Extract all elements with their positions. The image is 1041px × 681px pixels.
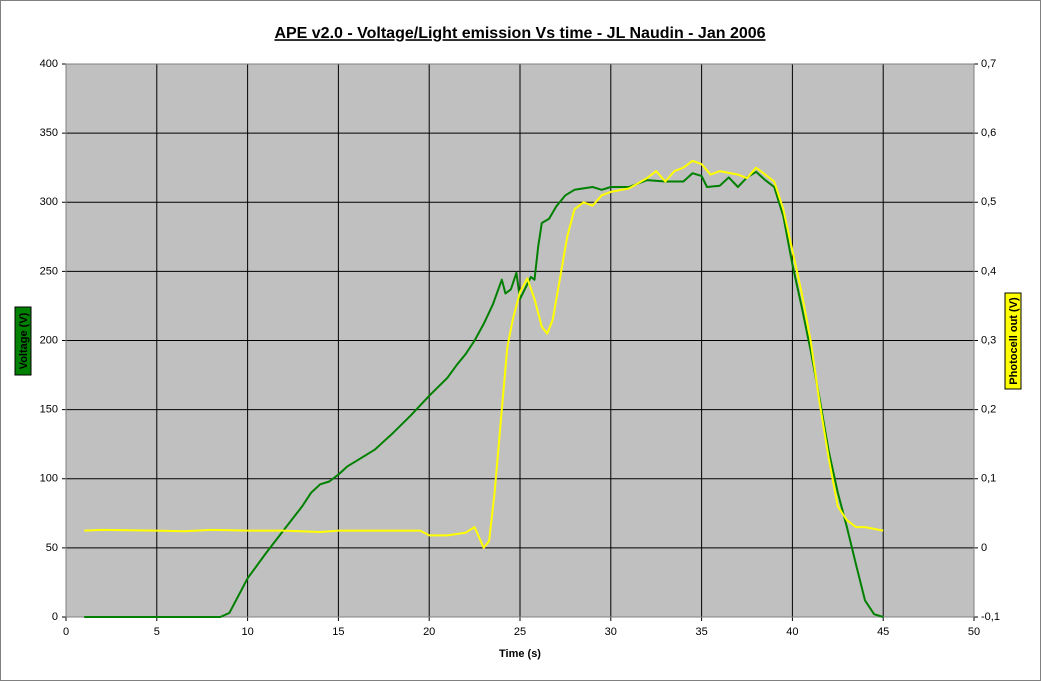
y2-tick-label: 0,7 xyxy=(981,58,996,70)
y2-tick-label: 0,1 xyxy=(981,473,996,485)
y2-tick-label: 0,6 xyxy=(981,127,996,139)
y-tick-label: 400 xyxy=(40,58,58,70)
series-line xyxy=(84,170,884,618)
y-axis-label-box: Voltage (V) xyxy=(14,306,32,376)
x-tick-label: 45 xyxy=(877,626,889,638)
x-tick-label: 10 xyxy=(241,626,253,638)
y2-tick-label: 0,4 xyxy=(981,265,996,277)
series-line xyxy=(84,159,884,549)
x-tick-label: 5 xyxy=(154,626,160,638)
y2-tick-label: 0 xyxy=(981,542,987,554)
x-tick-label: 20 xyxy=(423,626,435,638)
x-tick-label: 25 xyxy=(514,626,526,638)
plot-border xyxy=(65,63,975,618)
y-tick-label: 200 xyxy=(40,334,58,346)
x-axis-label: Time (s) xyxy=(499,648,541,660)
y2-label-bg xyxy=(1004,292,1022,390)
y-tick-label: 50 xyxy=(46,542,58,554)
y2-axis-label: Photocell out (V) xyxy=(1008,297,1020,385)
y-tick-label: 150 xyxy=(40,404,58,416)
y-tick-label: 300 xyxy=(40,196,58,208)
x-tick-label: 35 xyxy=(695,626,707,638)
x-tick-label: 30 xyxy=(605,626,617,638)
y-tick-label: 100 xyxy=(40,473,58,485)
y-tick-label: 0 xyxy=(52,611,58,623)
y-axis-label: Voltage (V) xyxy=(18,312,30,369)
y-tick-label: 250 xyxy=(40,265,58,277)
x-tick-label: 0 xyxy=(63,626,69,638)
y2-tick-label: 0,3 xyxy=(981,334,996,346)
chart-title: APE v2.0 - Voltage/Light emission Vs tim… xyxy=(274,25,765,42)
y2-tick-label: 0,2 xyxy=(981,404,996,416)
y2-tick-label: -0,1 xyxy=(981,611,1000,623)
y2-tick-label: 0,5 xyxy=(981,196,996,208)
y2-axis-label-box: Photocell out (V) xyxy=(1004,292,1022,390)
x-tick-label: 50 xyxy=(968,626,980,638)
y-tick-label: 350 xyxy=(40,127,58,139)
x-tick-label: 15 xyxy=(332,626,344,638)
x-tick-label: 40 xyxy=(786,626,798,638)
y-label-bg xyxy=(14,306,32,376)
